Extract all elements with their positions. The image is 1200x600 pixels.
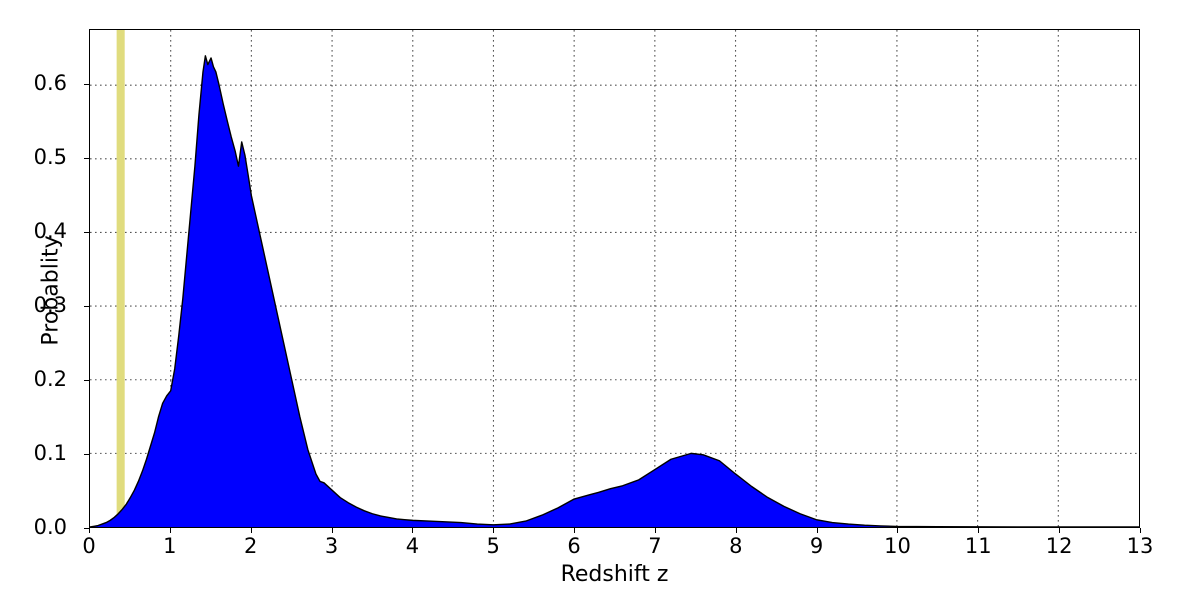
y-tick-mark — [84, 380, 89, 382]
x-tick-label: 1 — [163, 534, 177, 558]
y-tick-label: 0.4 — [33, 219, 67, 244]
x-tick-mark — [816, 528, 818, 533]
redshift-marker-band — [116, 30, 125, 527]
x-tick-label: 11 — [964, 534, 992, 558]
x-tick-label: 5 — [486, 534, 500, 558]
x-tick-label: 0 — [82, 534, 96, 558]
x-tick-mark — [1140, 528, 1141, 533]
x-tick-label: 9 — [809, 534, 824, 558]
x-tick-mark — [735, 528, 737, 533]
x-tick-mark — [331, 528, 333, 533]
y-tick-label: 0.0 — [33, 515, 67, 539]
x-axis-title: Redshift z — [560, 562, 669, 587]
plot-area — [89, 29, 1140, 528]
x-tick-mark — [1059, 528, 1061, 533]
y-tick-label: 0.5 — [33, 145, 67, 170]
y-axis-title: Probablity — [38, 235, 64, 346]
x-tick-mark — [250, 528, 252, 533]
x-tick-label: 4 — [405, 534, 420, 558]
x-tick-mark — [574, 528, 576, 533]
x-tick-label: 2 — [244, 534, 258, 558]
x-tick-label: 7 — [648, 534, 662, 558]
y-tick-label: 0.2 — [33, 367, 67, 392]
y-tick-mark — [84, 454, 89, 456]
y-tick-mark — [84, 84, 89, 86]
x-tick-mark — [654, 528, 656, 533]
x-tick-label: 13 — [1126, 534, 1154, 558]
x-tick-label: 10 — [884, 534, 911, 558]
x-tick-mark — [169, 528, 171, 533]
x-tick-label: 12 — [1045, 534, 1073, 558]
x-tick-label: 3 — [324, 534, 339, 558]
y-tick-label: 0.1 — [33, 441, 67, 466]
x-tick-label: 6 — [567, 534, 581, 558]
y-tick-mark — [84, 232, 89, 234]
x-tick-mark — [897, 528, 899, 533]
y-axis-tick-labels: 0.0 0.1 0.2 0.3 0.4 0.5 0.6 — [0, 0, 79, 600]
x-tick-mark — [89, 528, 90, 533]
x-tick-mark — [978, 528, 980, 533]
x-tick-label: 8 — [729, 534, 743, 558]
x-axis-tick-labels: 0 1 2 3 4 5 6 7 8 9 10 11 12 13 — [0, 536, 1200, 566]
y-tick-label: 0.6 — [33, 71, 67, 96]
probability-distribution-curve — [90, 30, 1139, 527]
y-tick-mark — [84, 306, 89, 308]
x-tick-mark — [412, 528, 414, 533]
y-tick-mark — [84, 158, 89, 160]
x-tick-mark — [493, 528, 495, 533]
y-tick-label: 0.3 — [33, 293, 67, 318]
y-tick-mark — [84, 528, 89, 529]
